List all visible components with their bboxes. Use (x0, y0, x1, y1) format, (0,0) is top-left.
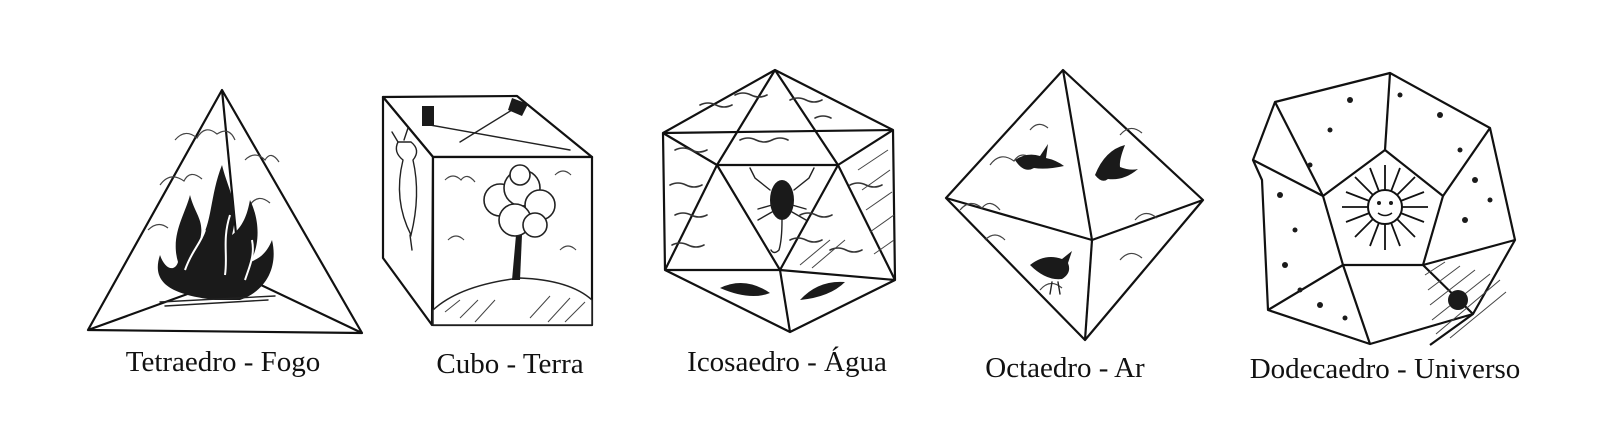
planet-icon (1448, 290, 1468, 310)
tree-icon (483, 164, 556, 280)
scorpion-icon (749, 167, 815, 254)
caption-dodecahedron: Dodecaedro - Universo (1250, 353, 1521, 385)
dodecahedron-figure (1251, 71, 1517, 346)
icosahedron-figure (661, 68, 897, 334)
octahedron-figure (944, 68, 1205, 342)
tetrahedron-figure (86, 88, 364, 335)
caption-icosahedron: Icosaedro - Água (687, 345, 887, 378)
bird-icon (1015, 144, 1138, 295)
fire-icon (157, 165, 276, 307)
fish-icon (720, 281, 845, 300)
root-icon (391, 127, 418, 251)
caption-tetrahedron: Tetraedro - Fogo (126, 346, 320, 378)
star-icons (1277, 92, 1493, 321)
caption-octahedron: Octaedro - Ar (985, 352, 1145, 384)
tools-icon (422, 98, 571, 151)
caption-cube: Cubo - Terra (436, 348, 583, 380)
cube-figure (381, 94, 594, 327)
sun-icon (1342, 165, 1428, 250)
